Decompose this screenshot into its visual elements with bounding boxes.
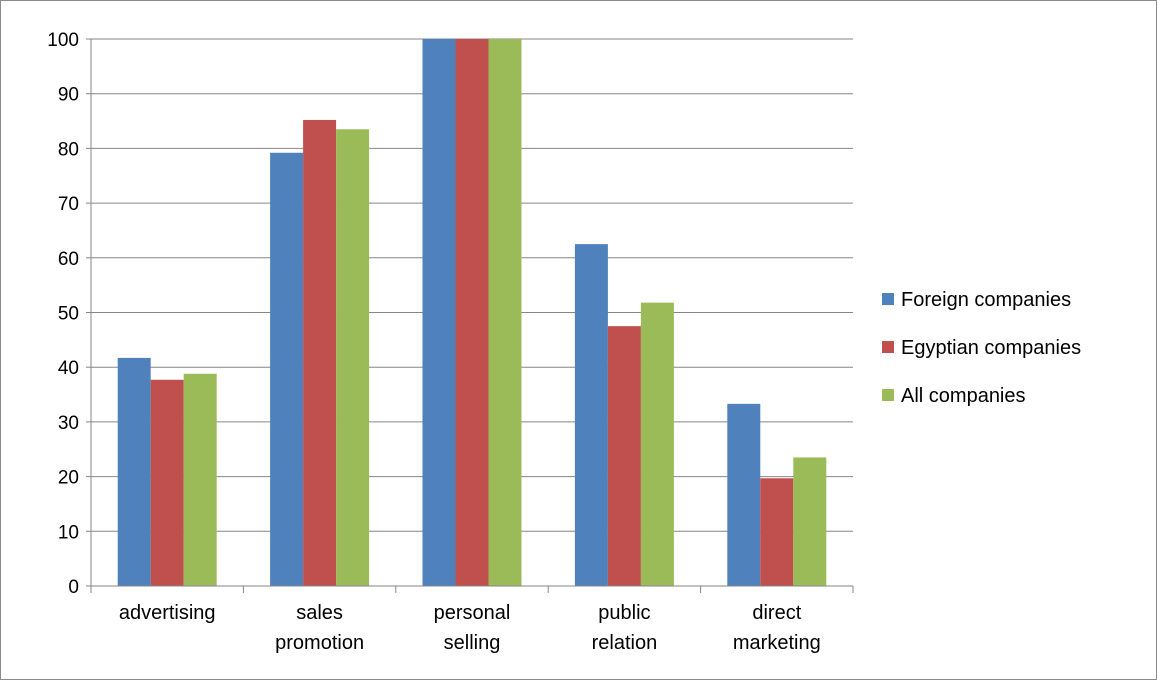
bar-egyptian-companies-2 xyxy=(455,39,489,586)
bar-foreign-companies-2 xyxy=(422,39,456,586)
bar-foreign-companies-3 xyxy=(574,244,608,586)
y-tick-label: 10 xyxy=(58,522,79,543)
legend-swatch-all-companies xyxy=(882,389,894,401)
bar-all-companies-0 xyxy=(183,373,217,586)
bar-all-companies-1 xyxy=(336,129,370,586)
axis-labels: 0 10 20 30 40 50 60 70 80 90 100 advertising sales pr… xyxy=(47,30,820,654)
x-category-label: promotion xyxy=(275,632,364,654)
y-tick-label: 0 xyxy=(68,577,79,598)
x-category-label: personal xyxy=(434,602,511,624)
x-category-label: selling xyxy=(444,632,501,654)
y-tick-label: 80 xyxy=(58,139,79,160)
y-tick-label: 30 xyxy=(58,413,79,434)
x-category-label: marketing xyxy=(733,632,821,654)
legend-label-foreign-companies: Foreign companies xyxy=(901,289,1071,311)
y-tick-label: 50 xyxy=(58,304,79,325)
bar-foreign-companies-1 xyxy=(270,152,304,586)
bar-foreign-companies-4 xyxy=(727,403,761,586)
y-tick-label: 40 xyxy=(58,358,79,379)
y-tick-label: 60 xyxy=(58,249,79,270)
x-category-label: sales xyxy=(296,602,343,624)
bar-egyptian-companies-1 xyxy=(303,119,337,587)
legend-swatch-egyptian-companies xyxy=(882,341,894,353)
axes xyxy=(86,38,854,593)
legend-label-egyptian-companies: Egyptian companies xyxy=(901,337,1081,359)
x-category-label: advertising xyxy=(119,602,216,624)
x-category-label: public xyxy=(598,602,650,624)
y-tick-label: 100 xyxy=(47,30,79,51)
legend-label-all-companies: All companies xyxy=(901,385,1026,407)
bar-all-companies-2 xyxy=(488,39,522,586)
y-tick-label: 20 xyxy=(58,468,79,489)
bar-all-companies-3 xyxy=(640,302,674,586)
bar-foreign-companies-0 xyxy=(117,357,151,586)
legend: Foreign companies Egyptian companies All c… xyxy=(882,289,1081,407)
bar-all-companies-4 xyxy=(793,457,827,586)
bars xyxy=(117,39,827,587)
bar-egyptian-companies-4 xyxy=(760,478,794,586)
y-tick-label: 90 xyxy=(58,85,79,106)
y-tick-label: 70 xyxy=(58,194,79,215)
x-category-label: relation xyxy=(592,632,658,654)
legend-swatch-foreign-companies xyxy=(882,293,894,305)
x-category-label: direct xyxy=(752,602,801,624)
bar-egyptian-companies-0 xyxy=(150,379,184,586)
bar-egyptian-companies-3 xyxy=(607,326,641,586)
